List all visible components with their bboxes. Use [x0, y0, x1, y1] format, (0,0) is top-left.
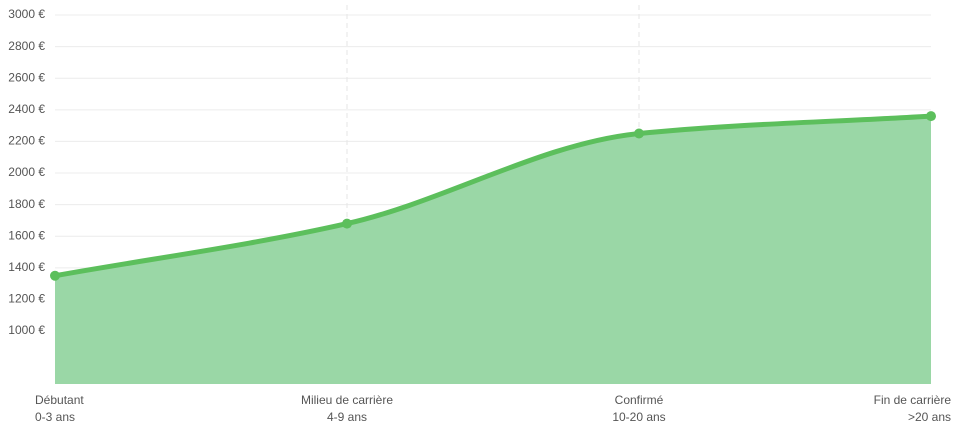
y-tick-label: 2800 € [8, 39, 45, 53]
x-tick-sublabel: 4-9 ans [327, 410, 367, 424]
y-tick-label: 2400 € [8, 102, 45, 116]
point [926, 111, 936, 122]
y-tick-label: 1800 € [8, 197, 45, 211]
y-tick-label: 1600 € [8, 228, 45, 242]
point [634, 128, 644, 139]
y-tick-label: 2200 € [8, 134, 45, 148]
y-tick-label: 1000 € [8, 323, 45, 337]
y-tick-label: 1200 € [8, 292, 45, 306]
x-tick-sublabel: 10-20 ans [612, 410, 665, 424]
line [52, 113, 934, 279]
y-tick-label: 2600 € [8, 70, 45, 84]
x-tick-label: Fin de carrière [874, 393, 952, 407]
x-tick-label: Milieu de carrière [301, 393, 393, 407]
point [342, 218, 352, 229]
y-tick-label: 2000 € [8, 165, 45, 179]
y-tick-label: 3000 € [8, 7, 45, 21]
x-tick-label: Débutant [35, 393, 84, 407]
y-tick-label: 1400 € [8, 260, 45, 274]
area [55, 116, 931, 384]
point [50, 270, 60, 281]
x-tick-sublabel: 0-3 ans [35, 410, 75, 424]
x-tick-label: Confirmé [615, 393, 664, 407]
x-tick-sublabel: >20 ans [908, 410, 951, 424]
